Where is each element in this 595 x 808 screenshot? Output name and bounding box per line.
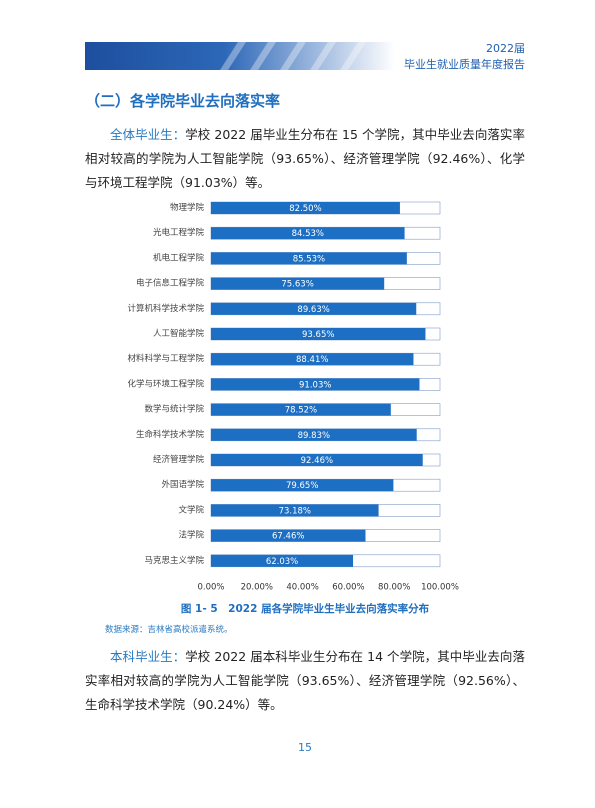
x-tick-label: 100.00% <box>421 583 459 593</box>
data-label: 78.52% <box>285 406 317 416</box>
paragraph-text: 学校 2022 届毕业生分布在 15 个学院，其中毕业去向落实率相对较高的学院为… <box>85 127 525 190</box>
bar <box>211 202 400 214</box>
chart: 82.50% 物理学院 84.53% 光电工程学院 85.53% 机电工程学院 75.63%… <box>127 201 459 593</box>
data-label: 84.53% <box>292 229 324 239</box>
bar <box>211 454 423 466</box>
bar <box>211 554 354 567</box>
header-subtitle: 毕业生就业质量年度报告 <box>404 58 525 71</box>
bar <box>211 479 394 492</box>
y-tick-label: 马克思主义学院 <box>144 555 204 565</box>
x-tick-label: 80.00% <box>378 583 410 593</box>
bar <box>211 529 366 542</box>
bar <box>211 353 414 366</box>
x-tick-label: 60.00% <box>332 583 364 593</box>
bar <box>211 302 417 315</box>
y-tick-label: 文学院 <box>178 504 204 514</box>
data-label: 85.53% <box>293 254 325 264</box>
header-band <box>85 42 395 70</box>
y-tick-label: 光电工程学院 <box>153 227 205 237</box>
y-tick-label: 化学与环境工程学院 <box>127 378 204 388</box>
data-label: 92.46% <box>301 456 333 466</box>
data-label: 88.41% <box>296 355 328 365</box>
y-tick-label: 电子信息工程学院 <box>136 278 205 288</box>
x-tick-label: 20.00% <box>241 583 273 593</box>
figure-caption: 图 1- 5 2022 届各学院毕业生毕业去向落实率分布 <box>180 603 430 615</box>
y-tick-label: 计算机科学技术学院 <box>127 303 204 313</box>
data-label: 62.03% <box>266 557 298 567</box>
bar <box>211 252 407 265</box>
header-year: 2022届 <box>486 42 525 55</box>
data-label: 89.63% <box>297 305 329 315</box>
bar <box>211 378 420 391</box>
bar <box>211 428 417 441</box>
header-stripes <box>220 42 366 70</box>
data-label: 82.50% <box>289 204 321 214</box>
data-label: 73.18% <box>279 506 311 516</box>
paragraph-lead: 本科毕业生： <box>110 649 186 664</box>
data-label: 79.65% <box>286 481 318 491</box>
bar <box>211 227 405 240</box>
bar <box>211 504 379 517</box>
y-tick-label: 材料科学与工程学院 <box>127 353 204 363</box>
paragraph-lead: 全体毕业生： <box>110 127 186 142</box>
data-label: 91.03% <box>299 380 331 390</box>
paragraph-text: 学校 2022 届本科毕业生分布在 14 个学院，其中毕业去向落实率相对较高的学… <box>85 649 525 712</box>
y-tick-label: 生命科学技术学院 <box>136 429 205 439</box>
data-label: 67.46% <box>272 532 304 542</box>
y-tick-label: 法学院 <box>178 530 204 540</box>
y-tick-label: 机电工程学院 <box>153 252 205 262</box>
y-tick-label: 外国语学院 <box>161 479 204 489</box>
figure-source: 数据来源：吉林省高校派遣系统。 <box>105 625 233 635</box>
data-label: 89.83% <box>298 431 330 441</box>
paragraph: 本科毕业生：学校 2022 届本科毕业生分布在 14 个学院，其中毕业去向落实率… <box>85 645 525 717</box>
section-title: （二）各学院毕业去向落实率 <box>85 92 281 110</box>
y-tick-label: 经济管理学院 <box>153 454 205 464</box>
y-tick-label: 数学与统计学院 <box>144 404 204 414</box>
paragraph: 全体毕业生：学校 2022 届毕业生分布在 15 个学院，其中毕业去向落实率相对… <box>85 123 525 195</box>
data-label: 75.63% <box>281 280 313 290</box>
x-tick-label: 40.00% <box>286 583 318 593</box>
y-tick-label: 人工智能学院 <box>153 328 205 338</box>
y-tick-label: 物理学院 <box>170 202 205 212</box>
x-tick-label: 0.00% <box>197 583 224 593</box>
bar <box>211 328 426 340</box>
data-label: 93.65% <box>302 330 334 340</box>
bar <box>211 403 391 416</box>
page-number: 15 <box>298 741 312 754</box>
bar <box>211 277 385 290</box>
